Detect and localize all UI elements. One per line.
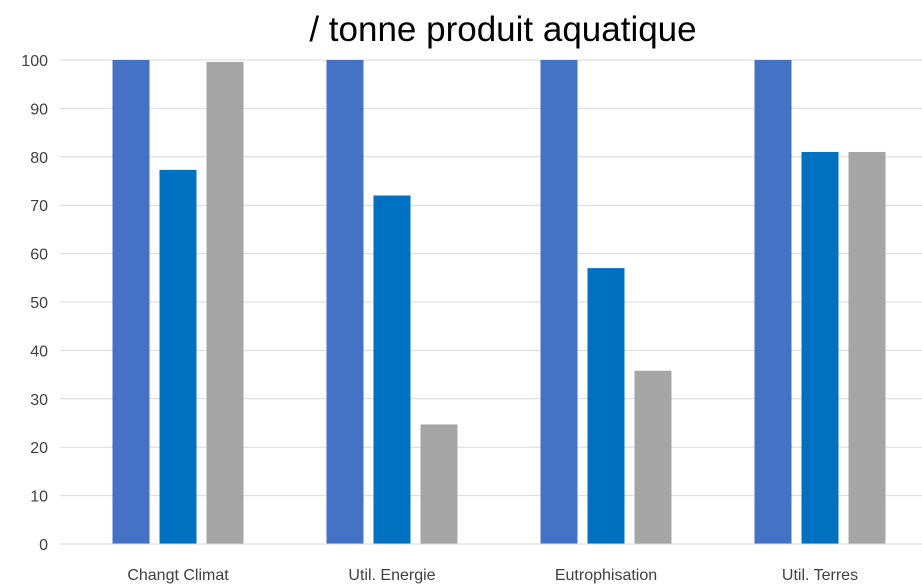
x-axis-categories: Changt Climat Util. Energie Eutrophisation… (127, 567, 858, 584)
x-category-label: Eutrophisation (555, 567, 657, 584)
y-tick-label: 0 (39, 537, 48, 554)
y-tick-label: 60 (30, 247, 48, 264)
bar-3 (206, 61, 244, 544)
y-tick-label: 20 (30, 440, 48, 457)
bar-2 (373, 195, 411, 544)
y-axis-ticks: 0 10 20 30 40 50 60 70 80 90 100 (21, 53, 48, 554)
x-category-label: Changt Climat (127, 567, 229, 584)
bar-1 (112, 60, 150, 544)
y-tick-label: 50 (30, 295, 48, 312)
bar-1 (326, 60, 364, 544)
bar-1 (540, 60, 578, 544)
bar-3 (634, 370, 672, 544)
x-category-label: Util. Terres (782, 567, 858, 584)
y-tick-label: 70 (30, 198, 48, 215)
bars (112, 60, 886, 545)
y-tick-label: 10 (30, 489, 48, 506)
bar-2 (801, 151, 839, 544)
bar-1 (754, 60, 792, 544)
x-category-label: Util. Energie (348, 567, 435, 584)
bar-3 (420, 424, 458, 544)
y-tick-label: 30 (30, 392, 48, 409)
y-tick-label: 90 (30, 101, 48, 118)
bar-2 (159, 169, 197, 545)
y-tick-label: 80 (30, 150, 48, 167)
y-tick-label: 40 (30, 343, 48, 360)
chart-title: / tonne produit aquatique (309, 10, 697, 49)
bar-3 (848, 151, 886, 544)
bar-2 (587, 268, 625, 544)
y-tick-label: 100 (21, 53, 48, 70)
